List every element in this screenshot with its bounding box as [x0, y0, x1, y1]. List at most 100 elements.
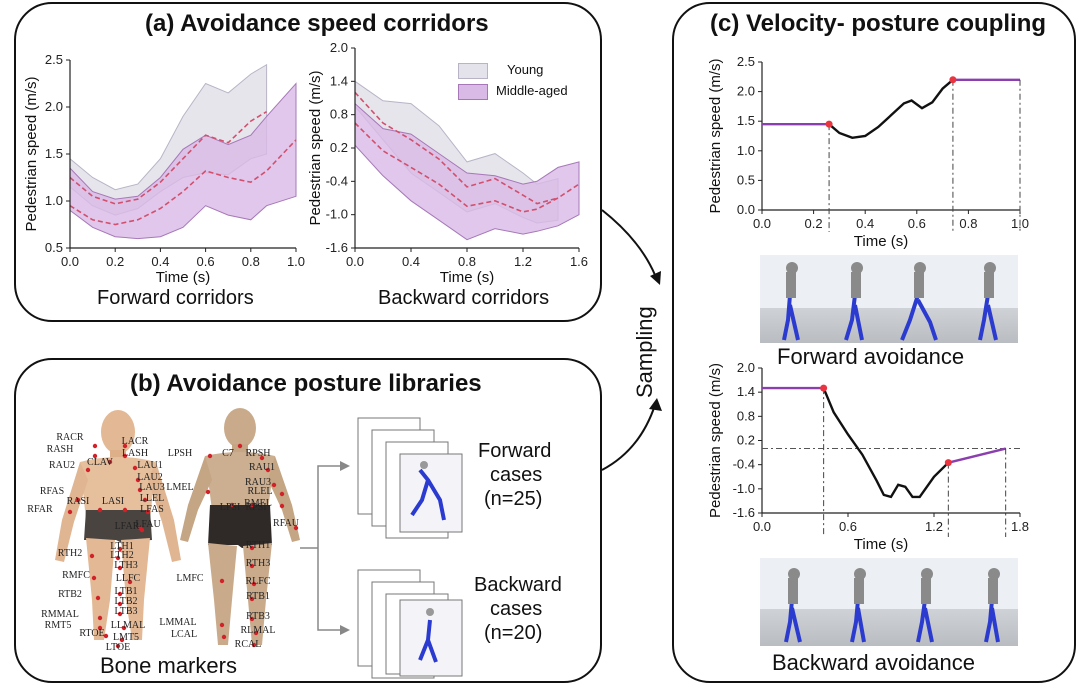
fwd-corr-young-mean-line [69, 111, 268, 205]
back-marker-label: C7 [222, 448, 234, 459]
backward-corridors-caption: Backward corridors [378, 287, 550, 309]
back-marker-dot [249, 616, 255, 622]
bwd-corr-xtick-label: 1.2 [514, 254, 532, 269]
fwd-corr-xtick-label: 0.2 [106, 254, 124, 269]
front-marker-dot [135, 477, 141, 483]
front-marker-label: LLEL [140, 493, 164, 504]
fwd-corr-xtick-label: 0.6 [197, 254, 215, 269]
fwd-corr-ytick-label: 1.0 [45, 193, 63, 208]
bwd-corr-ytick-label: 1.4 [330, 73, 348, 88]
fwd-corr-ytick-label: 0.5 [45, 240, 63, 255]
front-marker-dot [117, 591, 123, 597]
front-marker-label: LTH3 [114, 560, 138, 571]
bwd-corr-xlabel: Time (s) [440, 269, 494, 286]
front-marker-label: RTH2 [58, 548, 82, 559]
back-marker-dot [221, 634, 227, 640]
back-marker-label: LCAL [171, 629, 197, 640]
back-marker-dot [249, 502, 255, 508]
back-marker-label: RTH1 [246, 540, 270, 551]
backward-avoidance-caption: Backward avoidance [772, 650, 976, 675]
front-marker-dot [95, 595, 101, 601]
fwd-avoid-ylabel: Pedestrian speed (m/s) [707, 58, 724, 213]
back-marker-dot [249, 545, 255, 551]
bwd-corr-ytick-label: -1.6 [326, 240, 348, 255]
bwd-corr-young-mean-line [354, 91, 559, 205]
back-marker-dot [249, 563, 255, 569]
fwd-corr-ytick-label: 1.5 [45, 146, 63, 161]
front-marker-label: RASI [67, 496, 90, 507]
front-marker-label: RTOE [79, 628, 104, 639]
backward-cases-line3: (n=20) [484, 622, 543, 644]
front-marker-dot [139, 527, 145, 533]
front-marker-dot [122, 443, 128, 449]
front-marker-dot [122, 507, 128, 513]
back-marker-dot [207, 453, 213, 459]
back-marker-label: RAU1 [249, 462, 275, 473]
back-marker-dot [265, 467, 271, 473]
backward-cases-line1: Backward [474, 574, 562, 596]
bwd-avoid-ylabel: Pedestrian speed (m/s) [707, 363, 724, 518]
front-marker-label: RASH [47, 444, 74, 455]
front-marker-label: LFAU [135, 519, 161, 530]
fwd-corr-xtick-label: 0.0 [61, 254, 79, 269]
back-marker-label: RFAU [273, 518, 300, 529]
front-marker-dot [117, 601, 123, 607]
back-marker-dot [251, 642, 257, 648]
back-marker-label: RPSI [245, 502, 266, 513]
back-marker-dot [205, 489, 211, 495]
bwd-avoid-post-segment [948, 447, 1006, 464]
front-marker-dot [117, 546, 123, 552]
bwd-corr-middle-aged-mean-line [354, 122, 580, 213]
back-marker-label: RLMAL [241, 625, 276, 636]
fwd-avoid-ytick-label: 0.0 [737, 202, 755, 217]
panel-b-title: (b) Avoidance posture libraries [130, 370, 482, 397]
fwd-avoid-xtick-label: 0.0 [753, 216, 771, 231]
bwd-avoid-ytick-label: -1.0 [733, 481, 755, 496]
bwd-corr-ytick-label: 0.8 [330, 107, 348, 122]
back-marker-dot [293, 525, 299, 531]
bwd-corr-ytick-label: 2.0 [330, 40, 348, 55]
bwd-avoid-ytick-label: 0.2 [737, 433, 755, 448]
front-marker-label: LLMAL [111, 620, 145, 631]
front-marker-dot [115, 555, 121, 561]
bwd-avoid-avoid-segment [822, 387, 950, 499]
front-marker-dot [121, 625, 127, 631]
fwd-avoid-ytick-label: 1.0 [737, 143, 755, 158]
back-marker-label: LMFC [176, 573, 204, 584]
front-marker-dot [97, 507, 103, 513]
front-marker-dot [117, 565, 123, 571]
front-marker-dot [85, 467, 91, 473]
front-marker-label: LASI [102, 496, 124, 507]
legend-young-swatch [458, 63, 488, 79]
fwd-corr-xtick-label: 1.0 [287, 254, 305, 269]
bwd-avoid-xtick-label: 0.0 [753, 519, 771, 534]
front-marker-label: LLFC [116, 573, 141, 584]
back-marker-label: RMEL [244, 498, 272, 509]
front-marker-label: RFAS [40, 486, 64, 497]
back-marker-label: RTH3 [246, 558, 270, 569]
front-marker-label: CLAV [87, 457, 114, 468]
front-marker-label: LFAS [140, 504, 164, 515]
front-marker-label: LASH [122, 448, 148, 459]
panel-c-title: (c) Velocity- posture coupling [710, 10, 1047, 37]
front-marker-label: RAU2 [49, 460, 75, 471]
front-marker-dot [75, 497, 81, 503]
forward-case-stack [357, 417, 463, 539]
front-marker-label: LTOE [106, 642, 130, 653]
bwd-avoid-ytick-label: 0.8 [737, 408, 755, 423]
front-marker-dot [67, 509, 73, 515]
front-marker-label: RMFC [62, 570, 90, 581]
front-marker-label: RMT5 [45, 620, 72, 631]
back-marker-label: RAU3 [245, 477, 271, 488]
front-marker-label: RACR [56, 432, 84, 443]
front-marker-label: LAU3 [139, 482, 165, 493]
bwd-corr-ylabel: Pedestrian speed (m/s) [307, 70, 324, 225]
forward-cases-line3: (n=25) [484, 488, 543, 510]
back-marker-dot [271, 482, 277, 488]
front-marker-label: LAU1 [137, 460, 163, 471]
bwd-avoid-xtick-label: 1.8 [1011, 519, 1029, 534]
backward-walking-strip [760, 558, 1018, 646]
legend-middle-aged-label: Middle-aged [496, 83, 568, 98]
front-marker-dot [97, 615, 103, 621]
